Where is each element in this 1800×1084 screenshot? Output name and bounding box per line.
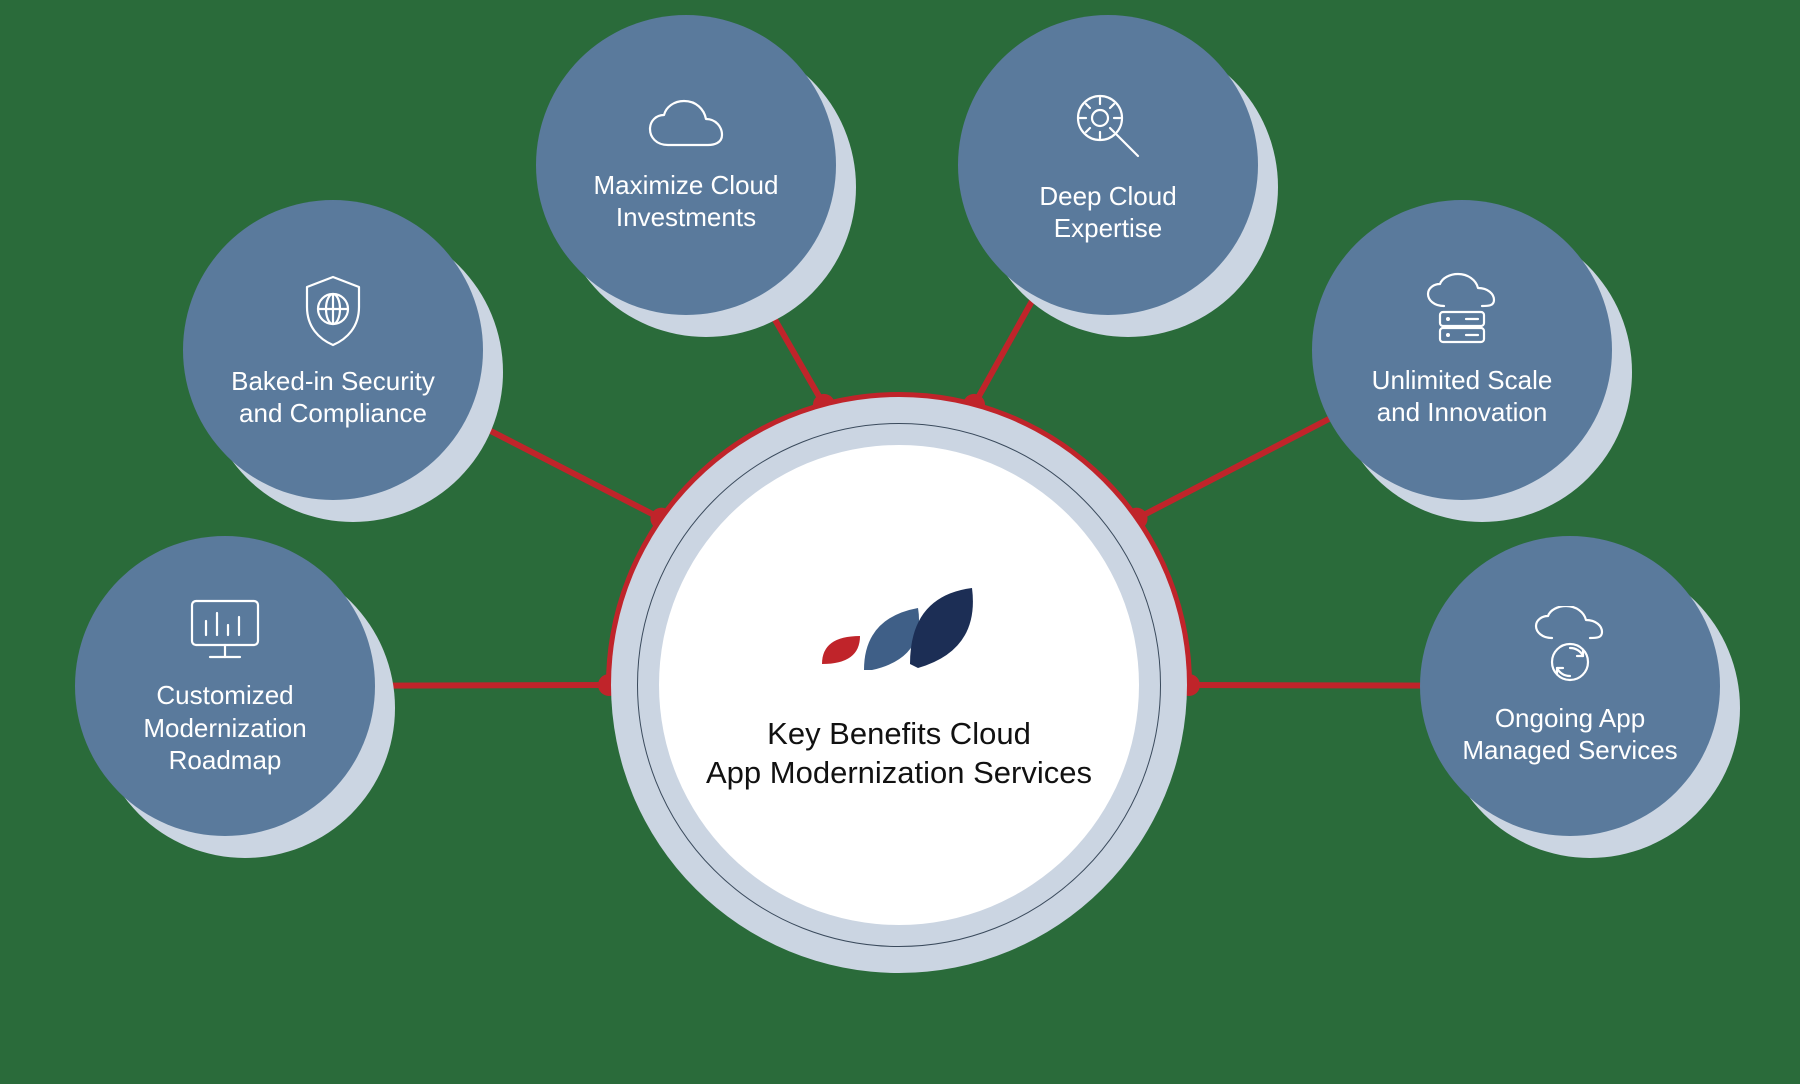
cloud-server-icon — [1418, 272, 1506, 350]
center-title: Key Benefits Cloud App Modernization Ser… — [706, 715, 1092, 793]
benefit-bubble-expertise: Deep CloudExpertise — [958, 15, 1258, 315]
center-logo-icon — [814, 578, 984, 693]
benefit-bubble-security: Baked-in Securityand Compliance — [183, 200, 483, 500]
center-title-line2: App Modernization Services — [706, 754, 1092, 793]
bubble-label: CustomizedModernizationRoadmap — [115, 679, 334, 777]
center-title-line1: Key Benefits Cloud — [706, 715, 1092, 754]
center-inner-circle: Key Benefits Cloud App Modernization Ser… — [659, 445, 1139, 925]
bubble-label: Baked-in Securityand Compliance — [203, 365, 463, 430]
monitor-chart-icon — [186, 595, 264, 665]
benefit-bubble-maximize: Maximize CloudInvestments — [536, 15, 836, 315]
bubble-label: Unlimited Scaleand Innovation — [1344, 364, 1581, 429]
cloud-icon — [642, 97, 730, 155]
cloud-refresh-icon — [1526, 606, 1614, 688]
bubble-label: Maximize CloudInvestments — [566, 169, 807, 234]
radial-diagram: Key Benefits Cloud App Modernization Ser… — [0, 0, 1800, 1084]
shield-globe-icon — [297, 271, 369, 351]
benefit-bubble-roadmap: CustomizedModernizationRoadmap — [75, 536, 375, 836]
benefit-bubble-managed: Ongoing AppManaged Services — [1420, 536, 1720, 836]
bubble-label: Deep CloudExpertise — [1011, 180, 1204, 245]
bubble-label: Ongoing AppManaged Services — [1434, 702, 1705, 767]
center-hub: Key Benefits Cloud App Modernization Ser… — [611, 397, 1187, 973]
benefit-bubble-scale: Unlimited Scaleand Innovation — [1312, 200, 1612, 500]
magnifier-gear-icon — [1068, 86, 1148, 166]
